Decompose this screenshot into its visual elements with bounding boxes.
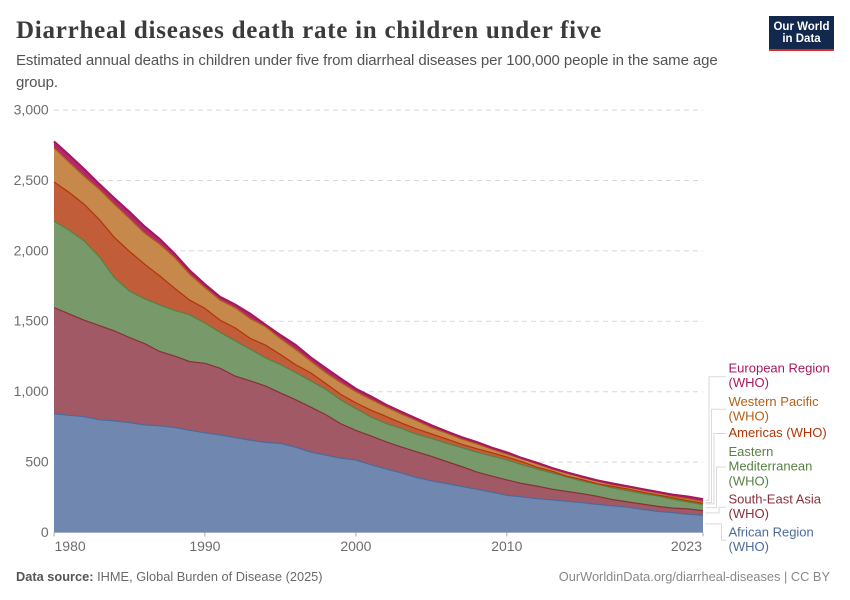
svg-text:2010: 2010: [491, 538, 522, 554]
svg-text:2000: 2000: [340, 538, 371, 554]
svg-text:Western Pacific: Western Pacific: [729, 394, 820, 409]
svg-text:Mediterranean: Mediterranean: [729, 459, 813, 474]
svg-text:1,500: 1,500: [14, 313, 49, 329]
svg-text:1990: 1990: [189, 538, 220, 554]
svg-text:(WHO): (WHO): [729, 409, 769, 424]
svg-text:Americas (WHO): Americas (WHO): [729, 425, 827, 440]
svg-text:(WHO): (WHO): [729, 506, 769, 521]
svg-text:2,000: 2,000: [14, 242, 49, 258]
svg-text:500: 500: [25, 454, 49, 470]
svg-text:(WHO): (WHO): [729, 539, 769, 554]
svg-text:Eastern: Eastern: [729, 444, 774, 459]
svg-text:(WHO): (WHO): [729, 473, 769, 488]
svg-text:African Region: African Region: [729, 525, 814, 540]
svg-text:2023: 2023: [671, 538, 702, 554]
svg-text:1980: 1980: [55, 538, 86, 554]
svg-text:0: 0: [41, 524, 49, 540]
svg-text:3,000: 3,000: [14, 102, 49, 118]
svg-text:European Region: European Region: [729, 361, 830, 376]
svg-text:2,500: 2,500: [14, 172, 49, 188]
svg-text:1,000: 1,000: [14, 383, 49, 399]
svg-text:South-East Asia: South-East Asia: [729, 491, 822, 506]
svg-text:(WHO): (WHO): [729, 375, 769, 390]
